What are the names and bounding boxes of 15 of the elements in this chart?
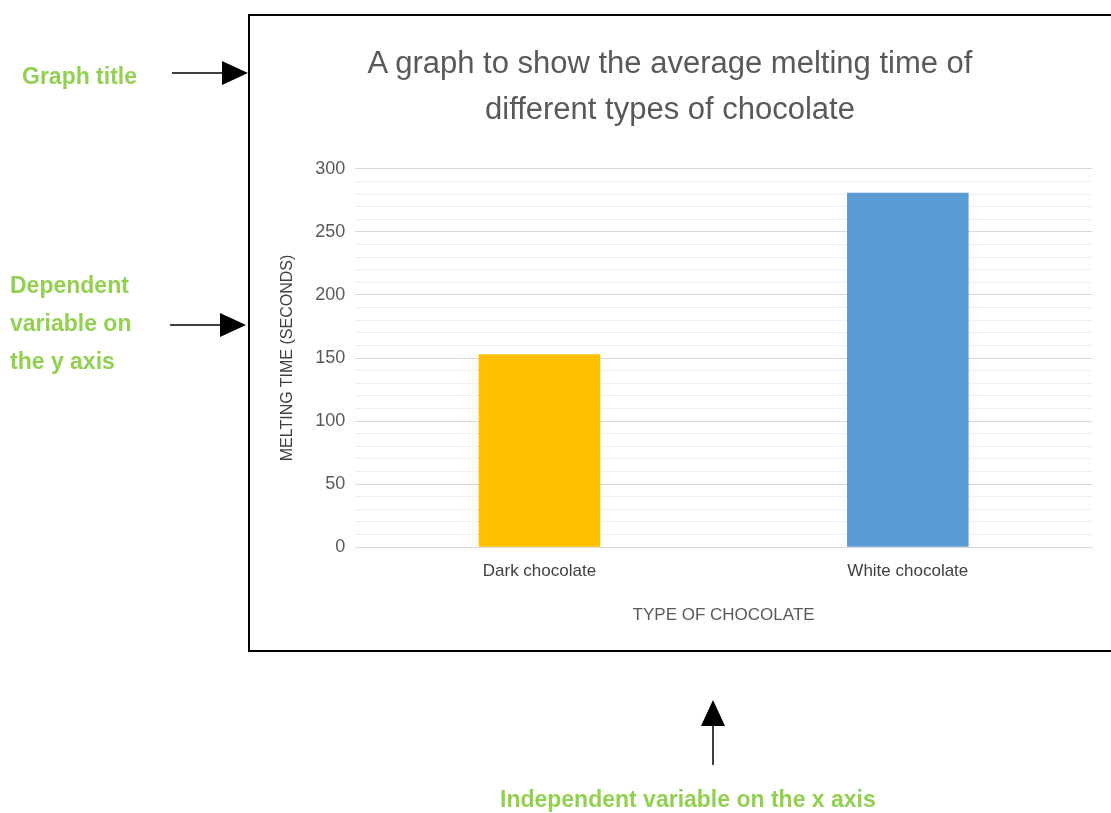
x-tick-label: White chocolate: [847, 561, 969, 581]
y-tick-label: 250: [315, 220, 346, 241]
y-tick-label: 150: [315, 346, 346, 367]
y-tick-label: 300: [315, 157, 346, 178]
chart-title: A graph to show the average melting time of different types of chocolate: [366, 44, 974, 128]
y-tick-label: 200: [315, 283, 346, 304]
x-tick-label: Dark chocolate: [482, 561, 597, 581]
y-tick-label: 50: [325, 473, 346, 494]
text: Independent variable on the x axis: [500, 785, 876, 813]
text: Graph title: [22, 62, 138, 91]
y-tick-label: 0: [335, 536, 346, 557]
x-axis-title: TYPE OF CHOCOLATE: [632, 605, 815, 625]
y-axis-title: MELTING TIME (SECONDS): [278, 254, 296, 462]
y-tick-label: 100: [315, 410, 346, 431]
text: Dependent variable on the y axis: [10, 271, 133, 376]
